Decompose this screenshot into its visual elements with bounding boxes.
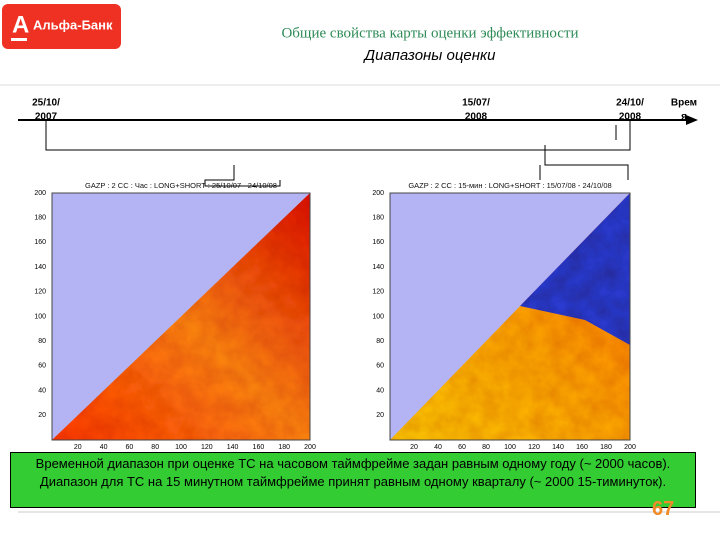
- y-tick-label: 180: [34, 215, 46, 222]
- timeline-label: 24/10/: [616, 98, 644, 109]
- x-tick-label: 100: [504, 444, 516, 451]
- y-tick-label: 200: [34, 190, 46, 197]
- range-bracket-2: [544, 145, 629, 180]
- y-tick-label: 20: [376, 412, 384, 419]
- panel-title: GAZP : 2 CC : Час : LONG+SHORT : 25/10/0…: [85, 181, 277, 190]
- x-tick-label: 140: [227, 444, 239, 451]
- y-tick-label: 140: [372, 264, 384, 271]
- x-tick-label: 120: [201, 444, 213, 451]
- y-tick-label: 200: [372, 190, 384, 197]
- y-tick-label: 160: [372, 239, 384, 246]
- heatmap-frame: [389, 192, 631, 441]
- x-tick-label: 20: [410, 444, 418, 451]
- y-tick-label: 180: [372, 215, 384, 222]
- x-tick-label: 200: [624, 444, 636, 451]
- y-tick-label: 40: [38, 387, 46, 394]
- logo-bar: [11, 38, 27, 41]
- x-tick-label: 60: [126, 444, 134, 451]
- y-tick-label: 20: [38, 412, 46, 419]
- logo-box: [2, 4, 121, 49]
- x-tick-label: 60: [458, 444, 466, 451]
- x-tick-label: 100: [175, 444, 187, 451]
- y-tick-label: 140: [34, 264, 46, 271]
- y-tick-label: 100: [372, 313, 384, 320]
- x-tick-label: 180: [278, 444, 290, 451]
- y-tick-label: 80: [38, 338, 46, 345]
- x-tick-label: 40: [434, 444, 442, 451]
- y-tick-label: 100: [34, 313, 46, 320]
- x-tick-label: 160: [576, 444, 588, 451]
- timeline-label: Врем: [671, 98, 697, 109]
- range-bracket: [45, 120, 631, 151]
- x-tick-label: 80: [482, 444, 490, 451]
- heatmap-2: [389, 192, 631, 441]
- timeline-label: 2008: [619, 112, 642, 123]
- slide-subtitle: Диапазоны оценки: [363, 47, 497, 64]
- slide-title: Общие свойства карты оценки эффективност…: [281, 25, 578, 41]
- panel-title: GAZP : 2 CC : 15-мин : LONG+SHORT : 15/0…: [408, 181, 611, 190]
- x-tick-label: 160: [253, 444, 265, 451]
- x-tick-label: 40: [100, 444, 108, 451]
- page-number: 67: [652, 498, 675, 520]
- x-tick-label: 20: [74, 444, 82, 451]
- timeline-arrow: [686, 115, 698, 125]
- timeline-label: 2008: [465, 112, 488, 123]
- heatmap-blue-zone: [520, 193, 630, 345]
- timeline-label: 15/07/: [462, 98, 490, 109]
- timeline-label: 2007: [35, 112, 58, 123]
- logo-mark: А: [12, 11, 29, 38]
- x-tick-label: 140: [552, 444, 564, 451]
- y-tick-label: 80: [376, 338, 384, 345]
- x-tick-label: 120: [528, 444, 540, 451]
- timeline-label: я: [681, 112, 687, 123]
- y-tick-label: 40: [376, 387, 384, 394]
- panel-bracket: [204, 165, 281, 187]
- y-tick-label: 160: [34, 239, 46, 246]
- y-tick-label: 120: [372, 289, 384, 296]
- y-tick-label: 60: [376, 363, 384, 370]
- heatmap-frame: [51, 192, 311, 441]
- logo-text: Альфа-Банк: [33, 17, 113, 32]
- heatmap-1: [51, 192, 311, 441]
- y-tick-label: 120: [34, 289, 46, 296]
- y-tick-label: 60: [38, 363, 46, 370]
- x-tick-label: 80: [151, 444, 159, 451]
- x-tick-label: 180: [600, 444, 612, 451]
- x-tick-label: 200: [304, 444, 316, 451]
- heatmap-triangle: [52, 193, 310, 440]
- timeline-label: 25/10/: [32, 98, 60, 109]
- caption: Временной диапазон при оценке ТС на часо…: [10, 452, 696, 508]
